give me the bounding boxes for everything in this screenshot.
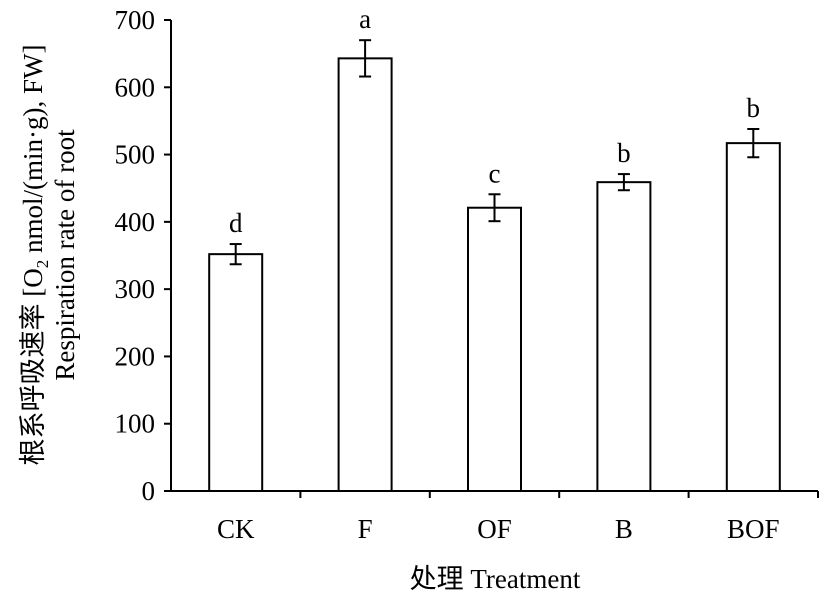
y-tick-label: 700 xyxy=(115,5,156,35)
y-tick-label: 0 xyxy=(142,476,156,506)
y-axis-title-line1-post: nmol/(min·g), FW] xyxy=(18,45,48,260)
x-axis-title: 处理 Treatment xyxy=(410,564,581,594)
significance-label-b: b xyxy=(617,138,631,168)
bars xyxy=(208,57,781,493)
category-label-f: F xyxy=(358,514,373,544)
y-ticks: 0 100 200 300 400 500 600 700 xyxy=(115,5,171,506)
y-axis-title-subscript: 2 xyxy=(33,260,52,269)
y-tick-label: 200 xyxy=(115,341,156,371)
bar-ck xyxy=(208,253,264,492)
significance-label-f: a xyxy=(359,4,371,34)
category-label-b: B xyxy=(615,514,633,544)
category-labels: CK F OF B BOF xyxy=(217,514,780,544)
bar-f xyxy=(337,57,393,493)
y-tick-label: 600 xyxy=(115,72,156,102)
y-tick-label: 500 xyxy=(115,140,156,170)
y-axis-title-line1-pre: 根系呼吸速率 [O xyxy=(18,268,48,465)
category-label-bof: BOF xyxy=(727,514,780,544)
x-ticks xyxy=(299,491,819,498)
category-label-ck: CK xyxy=(217,514,255,544)
category-label-of: OF xyxy=(477,514,512,544)
y-tick-label: 400 xyxy=(115,207,156,237)
significance-label-ck: d xyxy=(229,208,243,238)
y-axis-title-line2: Respiration rate of root xyxy=(50,129,80,381)
y-tick-label: 300 xyxy=(115,274,156,304)
bar-of xyxy=(467,206,522,492)
significance-label-bof: b xyxy=(747,93,761,123)
y-axis-title: 根系呼吸速率 [O2 nmol/(min·g), FW] Respiration… xyxy=(18,45,80,466)
y-axis-title-line1: 根系呼吸速率 [O2 nmol/(min·g), FW] xyxy=(18,45,52,466)
bar-b xyxy=(596,181,652,492)
significance-labels: d a c b b xyxy=(229,4,760,238)
bar-bof xyxy=(725,142,781,493)
error-bars xyxy=(229,39,760,266)
y-tick-label: 100 xyxy=(115,409,156,439)
significance-label-of: c xyxy=(489,158,501,188)
